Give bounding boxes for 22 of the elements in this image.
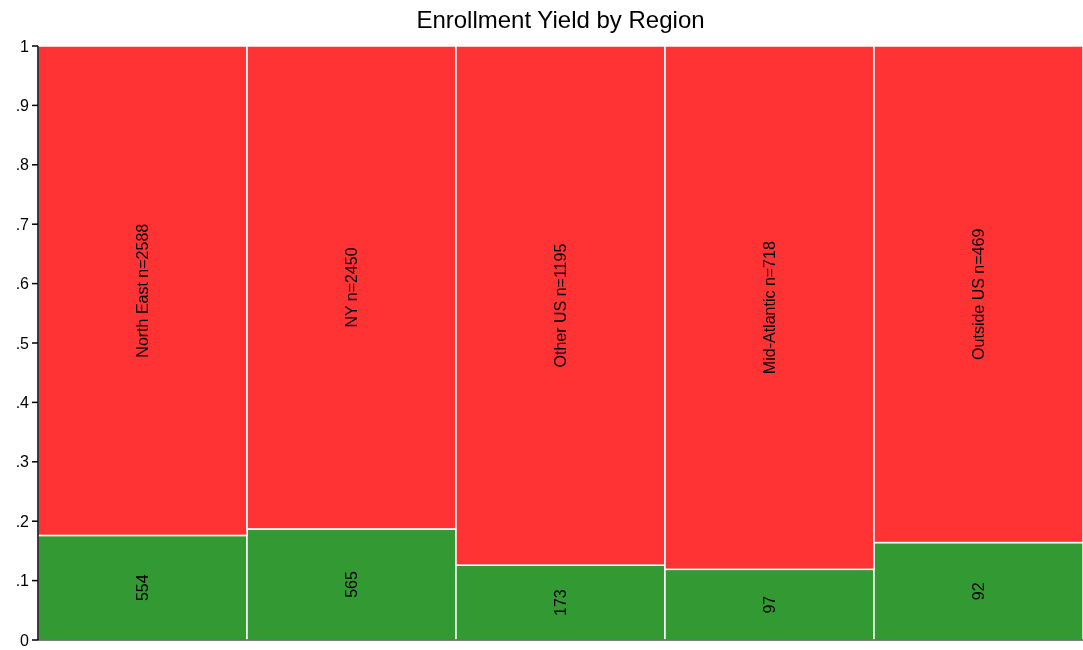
y-tick-label: .1	[15, 572, 30, 590]
y-tick-label: .4	[15, 393, 30, 411]
y-tick-label: .6	[15, 275, 30, 293]
y-tick-label: .9	[15, 96, 30, 114]
y-tick-label: 1	[20, 37, 30, 55]
annotation: 92	[970, 582, 987, 601]
annotation: 554	[134, 574, 151, 602]
annotation: 97	[761, 595, 778, 614]
y-tick-label: .8	[15, 156, 30, 174]
x-tick-label: Mid-Atlantic n=718	[761, 241, 778, 375]
y-tick-label: .5	[15, 334, 30, 352]
y-tick-label: 0	[20, 631, 30, 649]
x-tick-label: NY n=2450	[343, 247, 360, 328]
x-tick-label: North East n=2588	[134, 223, 151, 358]
x-tick-label: Outside US n=469	[970, 228, 987, 360]
y-tick-label: .3	[15, 453, 30, 471]
annotation: 565	[343, 571, 360, 598]
annotation: 173	[552, 589, 569, 616]
y-tick-label: .7	[15, 215, 30, 233]
x-tick-label: Other US n=1195	[552, 243, 569, 368]
chart-title: Enrollment Yield by Region	[416, 6, 705, 33]
y-tick-label: .2	[15, 512, 30, 530]
